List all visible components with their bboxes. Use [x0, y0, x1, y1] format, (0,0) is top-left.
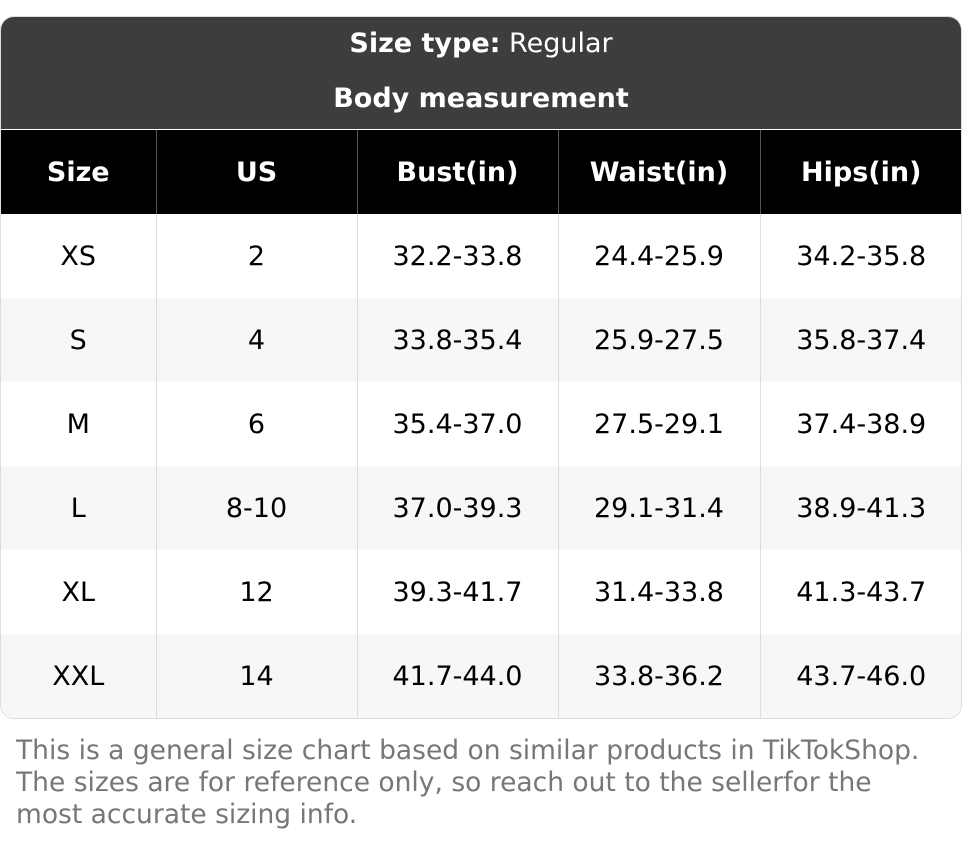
- table-cell: 33.8-36.2: [557, 634, 760, 718]
- table-cell: 34.2-35.8: [759, 214, 961, 298]
- column-header: Waist(in): [557, 130, 760, 214]
- table-cell: XS: [60, 240, 97, 272]
- subtitle: Body measurement: [333, 83, 629, 114]
- table-cell: 14: [155, 634, 357, 718]
- table-row: XXL 14 41.7-44.0 33.8-36.2 43.7-46.0: [1, 634, 961, 718]
- column-header: Hips(in): [759, 130, 961, 214]
- size-table: Size US Bust(in) Waist(in) Hips(in) XS 2 32.2-…: [1, 130, 961, 718]
- column-header: US: [155, 130, 357, 214]
- table-cell: 6: [155, 382, 357, 466]
- size-type: Size type: Regular: [1, 28, 961, 59]
- table-cell: M: [66, 408, 90, 440]
- chart-header: Size type: Regular Body measurement: [1, 17, 961, 129]
- footnote: This is a general size chart based on si…: [16, 735, 920, 830]
- table-cell: 35.8-37.4: [759, 298, 961, 382]
- table-cell: XL: [61, 576, 96, 608]
- table-cell: 29.1-31.4: [557, 466, 760, 550]
- size-chart: Size type: Regular Body measurement Size…: [0, 16, 962, 719]
- table-cell: 27.5-29.1: [557, 382, 760, 466]
- table-cell: 38.9-41.3: [759, 466, 961, 550]
- table-cell: 2: [155, 214, 357, 298]
- table-cell: 12: [155, 550, 357, 634]
- table-cell: 39.3-41.7: [356, 550, 558, 634]
- table-cell: 41.7-44.0: [356, 634, 558, 718]
- table-row: L 8-10 37.0-39.3 29.1-31.4 38.9-41.3: [1, 466, 961, 550]
- table-row: S 4 33.8-35.4 25.9-27.5 35.8-37.4: [1, 298, 961, 382]
- table-row: M 6 35.4-37.0 27.5-29.1 37.4-38.9: [1, 382, 961, 466]
- table-row: XS 2 32.2-33.8 24.4-25.9 34.2-35.8: [1, 214, 961, 298]
- header-row: Size US Bust(in) Waist(in) Hips(in): [1, 130, 961, 214]
- table-cell: 8-10: [155, 466, 357, 550]
- table-cell: 37.0-39.3: [356, 466, 558, 550]
- table-cell: 41.3-43.7: [759, 550, 961, 634]
- table-cell: S: [1, 298, 156, 382]
- table-cell: 25.9-27.5: [557, 298, 760, 382]
- size-type-label: Size type:: [349, 28, 501, 59]
- column-header: Size: [1, 130, 156, 214]
- table-body: XS 2 32.2-33.8 24.4-25.9 34.2-35.8 S 4 33.8-35.…: [1, 214, 961, 718]
- table-cell: 24.4-25.9: [557, 214, 760, 298]
- table-cell: 33.8-35.4: [356, 298, 558, 382]
- size-type-value: Regular: [509, 28, 613, 59]
- table-cell: 31.4-33.8: [557, 550, 760, 634]
- column-header: Bust(in): [356, 130, 558, 214]
- table-cell: L: [1, 466, 156, 550]
- table-cell: XXL: [1, 634, 156, 718]
- table-row: XL 12 39.3-41.7 31.4-33.8 41.3-43.7: [1, 550, 961, 634]
- table-cell: 35.4-37.0: [356, 382, 558, 466]
- table-cell: 4: [155, 298, 357, 382]
- table-cell: 37.4-38.9: [759, 382, 961, 466]
- table-cell: 43.7-46.0: [759, 634, 961, 718]
- table-cell: 32.2-33.8: [356, 214, 558, 298]
